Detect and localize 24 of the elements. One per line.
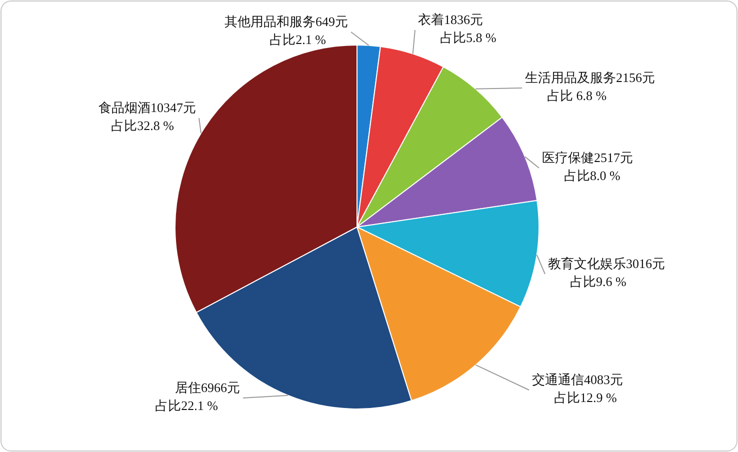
- text: 占比8.0 %: [564, 168, 620, 183]
- slice-label: 交通通信: [532, 372, 584, 387]
- slice-label: 居住: [175, 380, 201, 395]
- text: 占比 6.8 %: [547, 88, 607, 103]
- slice-label: 生活用品及服务: [525, 70, 616, 85]
- text: 占比5.8 %: [440, 30, 496, 45]
- slice-label: 医疗保健: [542, 150, 594, 165]
- slice-label: 其他用品和服务: [224, 14, 316, 29]
- data-label: 649元: [316, 14, 348, 29]
- text: 占比22.1 %: [155, 398, 218, 413]
- text: 占比32.8 %: [111, 118, 174, 133]
- text: 占比9.6 %: [570, 274, 626, 289]
- data-label: 2156元: [616, 70, 655, 85]
- data-label: 2517元: [594, 150, 633, 165]
- data-label: 10347元: [150, 100, 196, 115]
- slice-label: 衣着: [418, 12, 444, 27]
- data-label: 1836元: [444, 12, 483, 27]
- slice-label: 教育文化娱乐: [548, 256, 626, 271]
- data-label: 3016元: [626, 256, 665, 271]
- slice-label: 食品烟酒: [98, 100, 150, 115]
- text: 占比2.1 %: [270, 32, 326, 47]
- text: 占比12.9 %: [554, 390, 617, 405]
- data-label: 6966元: [201, 380, 240, 395]
- data-label: 4083元: [584, 372, 623, 387]
